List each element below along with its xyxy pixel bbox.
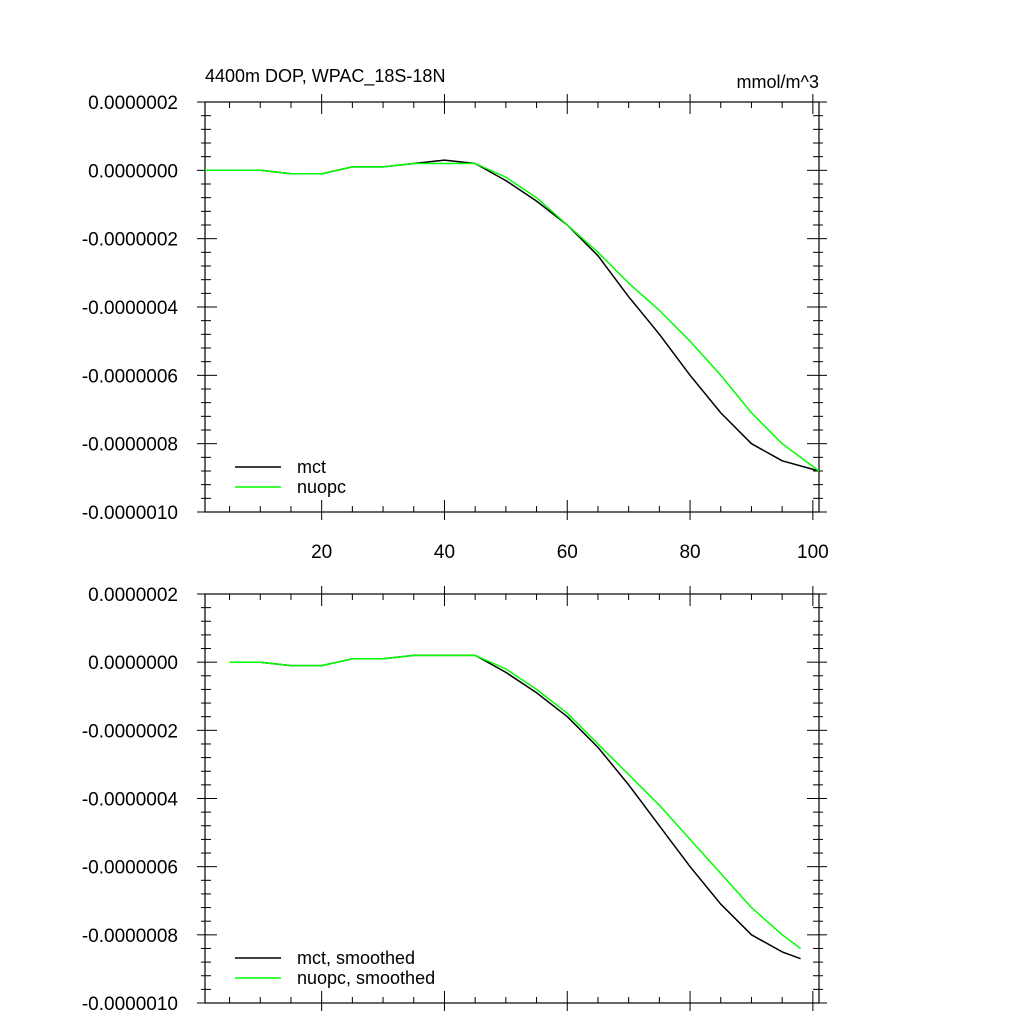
x-tick-label: 40 [434,542,455,563]
chart-title: 4400m DOP, WPAC_18S-18N [205,66,445,87]
legend-label: nuopc, smoothed [297,968,435,988]
series-line-nuopc-smoothed [229,654,802,950]
legend-label: mct, smoothed [297,948,415,968]
y-tick-label: 0.0000002 [88,585,178,606]
plot-frame [204,593,820,1004]
y-tick-label: -0.0000010 [82,994,178,1015]
y-tick-label: -0.0000002 [82,230,178,251]
y-tick-label: -0.0000006 [82,858,178,879]
legend-label: nuopc [297,477,346,497]
y-tick-label: 0.0000000 [88,161,178,182]
x-tick-label: 60 [557,542,578,563]
plot-frame [204,101,820,513]
chart-panel-2: 0.0000002 0.0000000 -0.0000002 -0.0000004 -0… [82,585,827,1015]
chart-panel-1: 4400m DOP, WPAC_18S-18N mmol/m^3 0.0000002… [82,66,829,563]
x-tick-label: 80 [679,542,700,563]
y-tick-label: 0.0000002 [88,93,178,114]
x-tick-label: 20 [311,542,332,563]
y-tick-label: 0.0000000 [88,653,178,674]
y-tick-label: -0.0000004 [82,790,179,811]
y-tick-label: -0.0000010 [82,503,178,524]
chart-units-label: mmol/m^3 [737,72,819,92]
legend-label: mct [297,457,326,477]
series-line-mct-smoothed [229,654,801,960]
series-line-mct [205,159,820,472]
series-line-nuopc [205,162,820,472]
y-tick-label: -0.0000008 [82,435,178,456]
y-tick-label: -0.0000002 [82,721,178,742]
y-tick-label: -0.0000004 [82,298,179,319]
x-tick-label: 100 [797,542,829,563]
y-tick-label: -0.0000008 [82,926,178,947]
y-tick-label: -0.0000006 [82,366,178,387]
